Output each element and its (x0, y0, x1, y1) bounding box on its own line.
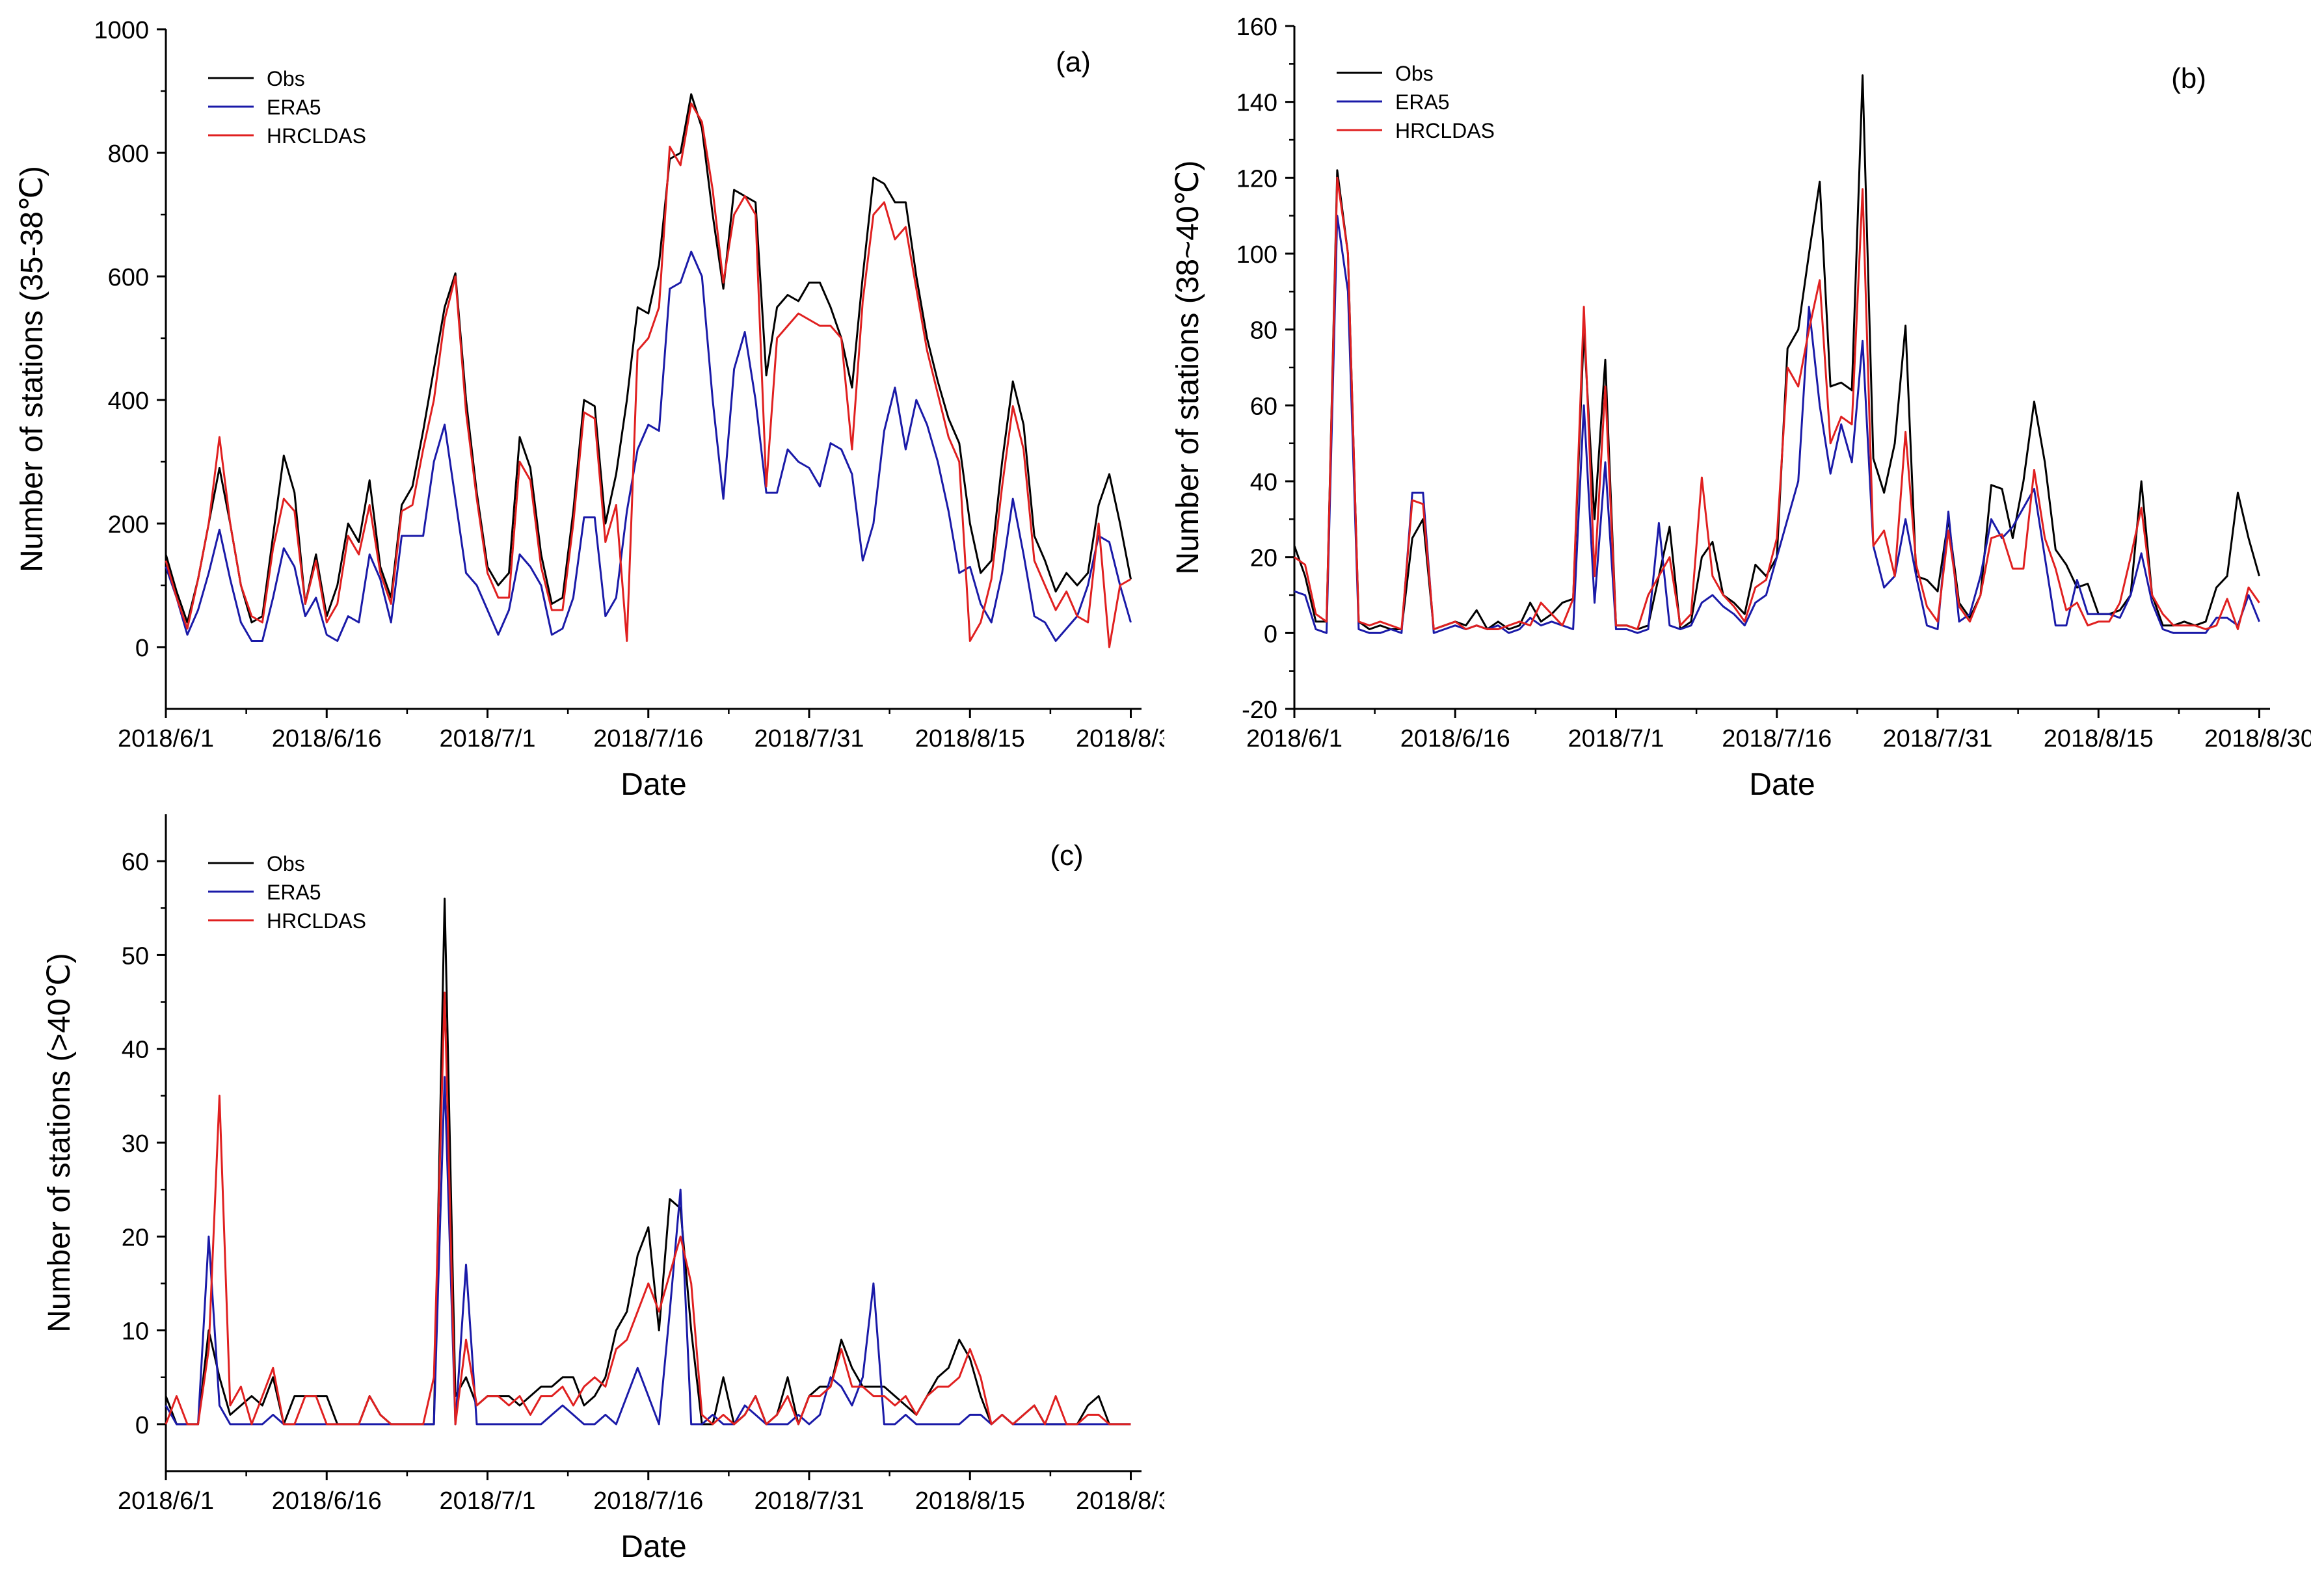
x-tick-label: 2018/8/30 (1076, 1487, 1164, 1515)
x-tick-label: 2018/7/31 (754, 1487, 864, 1515)
y-axis-label: Number of stations (38~40℃) (1171, 161, 1205, 575)
x-axis-label: Date (621, 767, 686, 800)
y-tick-label: 50 (122, 942, 149, 970)
legend-label-era5: ERA5 (267, 881, 321, 904)
series-line-obs (165, 898, 1131, 1426)
chart-a-svg: 0 200 400 600 800 1000 2018/6/1 2018/6/16 2018/7… (15, 17, 1186, 802)
y-tick-label: 0 (135, 1412, 149, 1439)
legend-label-era5: ERA5 (267, 96, 321, 119)
series-line-era5 (1294, 215, 2260, 634)
x-tick-label: 2018/7/16 (593, 1487, 703, 1515)
x-tick-label: 2018/7/1 (440, 1487, 536, 1515)
series-line-obs (1293, 74, 2260, 630)
series-line-hrcldas (165, 991, 1131, 1426)
x-tick-label: 2018/6/1 (118, 1487, 214, 1515)
y-tick-label: 20 (122, 1224, 149, 1251)
y-axis-label: Number of stations (35-38℃) (15, 166, 49, 572)
y-tick-label: 160 (1236, 14, 1277, 41)
y-tick-label: 800 (108, 140, 149, 168)
panel-label: (b) (2171, 62, 2206, 94)
x-tick-label: 2018/7/31 (1882, 725, 1992, 752)
y-tick-label: 400 (108, 388, 149, 415)
chart-b-svg: -20 0 20 40 60 80 100 120 140 160 2018/6/1 2018/6/1… (1171, 14, 2311, 802)
x-tick-label: 2018/6/1 (118, 725, 214, 752)
y-tick-label: 60 (1250, 393, 1277, 420)
legend-label-hrcldas: HRCLDAS (1395, 119, 1495, 142)
y-tick-label: 20 (1250, 545, 1277, 572)
x-tick-label: 2018/8/30 (2204, 725, 2311, 752)
chart-panel-c: 0 10 20 30 40 50 60 2018/6/1 2018/6/16 2018/7/1 20… (0, 793, 1186, 1593)
x-tick-label: 2018/8/30 (1076, 725, 1164, 752)
y-tick-label: 140 (1236, 90, 1277, 117)
y-tick-label: 100 (1236, 241, 1277, 269)
y-tick-label: 60 (122, 849, 149, 876)
chart-c-svg: 0 10 20 30 40 50 60 2018/6/1 2018/6/16 2018/7/1 20… (42, 814, 1186, 1564)
x-tick-label: 2018/8/15 (915, 1487, 1025, 1515)
legend-label-era5: ERA5 (1395, 90, 1450, 114)
y-tick-label: 120 (1236, 165, 1277, 193)
x-tick-label: 2018/6/16 (272, 725, 382, 752)
y-tick-label: 40 (122, 1037, 149, 1064)
legend-label-obs: Obs (1395, 62, 1434, 85)
x-tick-label: 2018/6/16 (1400, 725, 1510, 752)
x-tick-label: 2018/6/1 (1246, 725, 1343, 752)
x-axis-label: Date (1749, 767, 1815, 800)
legend-label-hrcldas: HRCLDAS (267, 909, 366, 933)
y-tick-label: 600 (108, 264, 149, 291)
y-tick-label: 10 (122, 1318, 149, 1346)
x-tick-label: 2018/7/16 (1722, 725, 1832, 752)
panel-label: (c) (1050, 840, 1083, 871)
y-tick-label: 30 (122, 1130, 149, 1158)
x-tick-label: 2018/7/1 (1568, 725, 1664, 752)
legend-label-obs: Obs (267, 67, 305, 90)
y-tick-label: -20 (1242, 697, 1277, 724)
x-tick-label: 2018/6/16 (272, 1487, 382, 1515)
y-tick-label: 0 (135, 635, 149, 662)
chart-panel-b: -20 0 20 40 60 80 100 120 140 160 2018/6/1 2018/6/1… (1158, 0, 2311, 802)
x-tick-label: 2018/8/15 (2044, 725, 2154, 752)
x-tick-label: 2018/7/1 (440, 725, 536, 752)
x-tick-label: 2018/7/16 (593, 725, 703, 752)
x-tick-label: 2018/8/15 (915, 725, 1025, 752)
series-line-hrcldas (165, 102, 1132, 648)
x-axis-label: Date (621, 1530, 686, 1564)
panel-label: (a) (1056, 46, 1091, 78)
series-line-era5 (165, 250, 1132, 642)
series-line-era5 (165, 1076, 1131, 1426)
y-axis-label: Number of stations (>40℃) (42, 953, 77, 1332)
x-tick-label: 2018/7/31 (754, 725, 864, 752)
chart-panel-a: 0 200 400 600 800 1000 2018/6/1 2018/6/16 2018/7… (0, 0, 1186, 802)
series-line-obs (165, 93, 1132, 624)
legend-label-obs: Obs (267, 852, 305, 875)
y-tick-label: 1000 (94, 17, 149, 44)
legend-label-hrcldas: HRCLDAS (267, 124, 366, 148)
y-tick-label: 200 (108, 511, 149, 539)
series-line-hrcldas (1294, 176, 2260, 630)
y-tick-label: 40 (1250, 469, 1277, 496)
y-tick-label: 80 (1250, 317, 1277, 345)
y-tick-label: 0 (1264, 620, 1277, 648)
